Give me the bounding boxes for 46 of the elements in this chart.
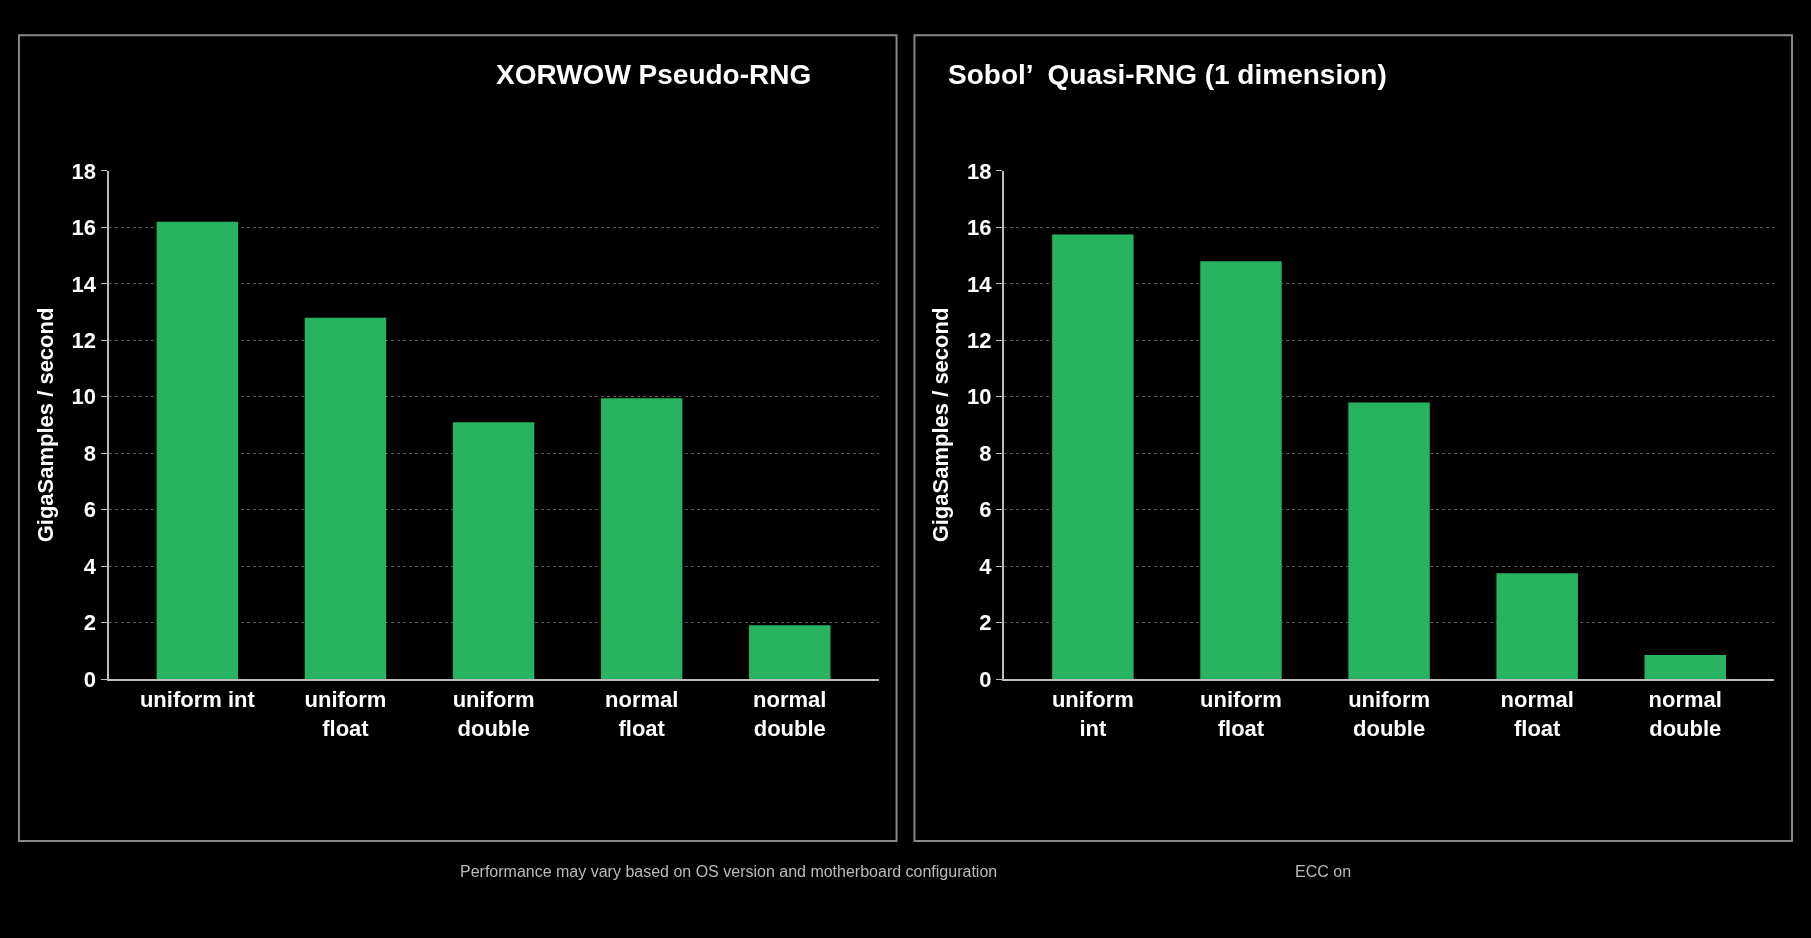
bar	[156, 221, 239, 679]
y-tick-label: 12	[967, 327, 992, 353]
y-tick-label: 6	[979, 497, 992, 523]
y-tick-label: 12	[71, 327, 97, 353]
y-tick-label: 0	[83, 666, 97, 692]
y-tick-label: 2	[979, 610, 992, 636]
y-tick-label: 2	[83, 610, 97, 636]
y-tick-label: 0	[979, 666, 992, 692]
y-tick-label: 8	[83, 440, 97, 466]
y-tick-label: 16	[967, 215, 992, 241]
y-tick-label: 16	[71, 215, 97, 241]
x-tick-label: uniform int	[1051, 687, 1134, 741]
y-axis-title: GigaSamples / second	[928, 307, 954, 543]
y-tick-label: 10	[967, 384, 992, 410]
bar	[304, 317, 387, 679]
x-tick-label: uniform double	[452, 687, 535, 741]
x-tick-label: uniform float	[304, 687, 387, 741]
y-tick-label: 6	[83, 497, 97, 523]
bar	[1644, 655, 1727, 679]
x-tick-label: normal double	[753, 687, 827, 741]
x-tick-label: uniform float	[1200, 687, 1282, 741]
bar	[1200, 261, 1282, 679]
y-tick-label: 8	[979, 440, 992, 466]
text: ECC on	[1295, 863, 1352, 880]
bar	[452, 422, 535, 679]
x-tick-label: uniform double	[1348, 687, 1431, 741]
chart-title: XORWOW Pseudo-RNG	[496, 59, 812, 90]
x-tick-label: uniform int	[139, 687, 256, 713]
bar	[749, 625, 831, 679]
y-tick-label: 10	[71, 384, 97, 410]
bar	[1052, 234, 1134, 679]
y-tick-label: 4	[83, 553, 97, 579]
bar	[1348, 402, 1430, 679]
y-tick-label: 4	[979, 553, 993, 579]
text: Performance may vary based on OS version and motherboard configuration	[460, 863, 998, 880]
bar	[1496, 573, 1578, 679]
x-tick-label: normal float	[605, 687, 679, 741]
y-tick-label: 18	[967, 158, 992, 184]
chart-title: Sobol’ Quasi-RNG (1 dimension)	[948, 59, 1387, 90]
y-tick-label: 18	[71, 158, 97, 184]
x-tick-label: normal double	[1648, 687, 1722, 741]
y-tick-label: 14	[71, 271, 97, 297]
bar	[600, 398, 683, 679]
x-tick-label: normal float	[1500, 687, 1574, 741]
y-axis-title: GigaSamples / second	[32, 307, 58, 543]
y-tick-label: 14	[967, 271, 993, 297]
